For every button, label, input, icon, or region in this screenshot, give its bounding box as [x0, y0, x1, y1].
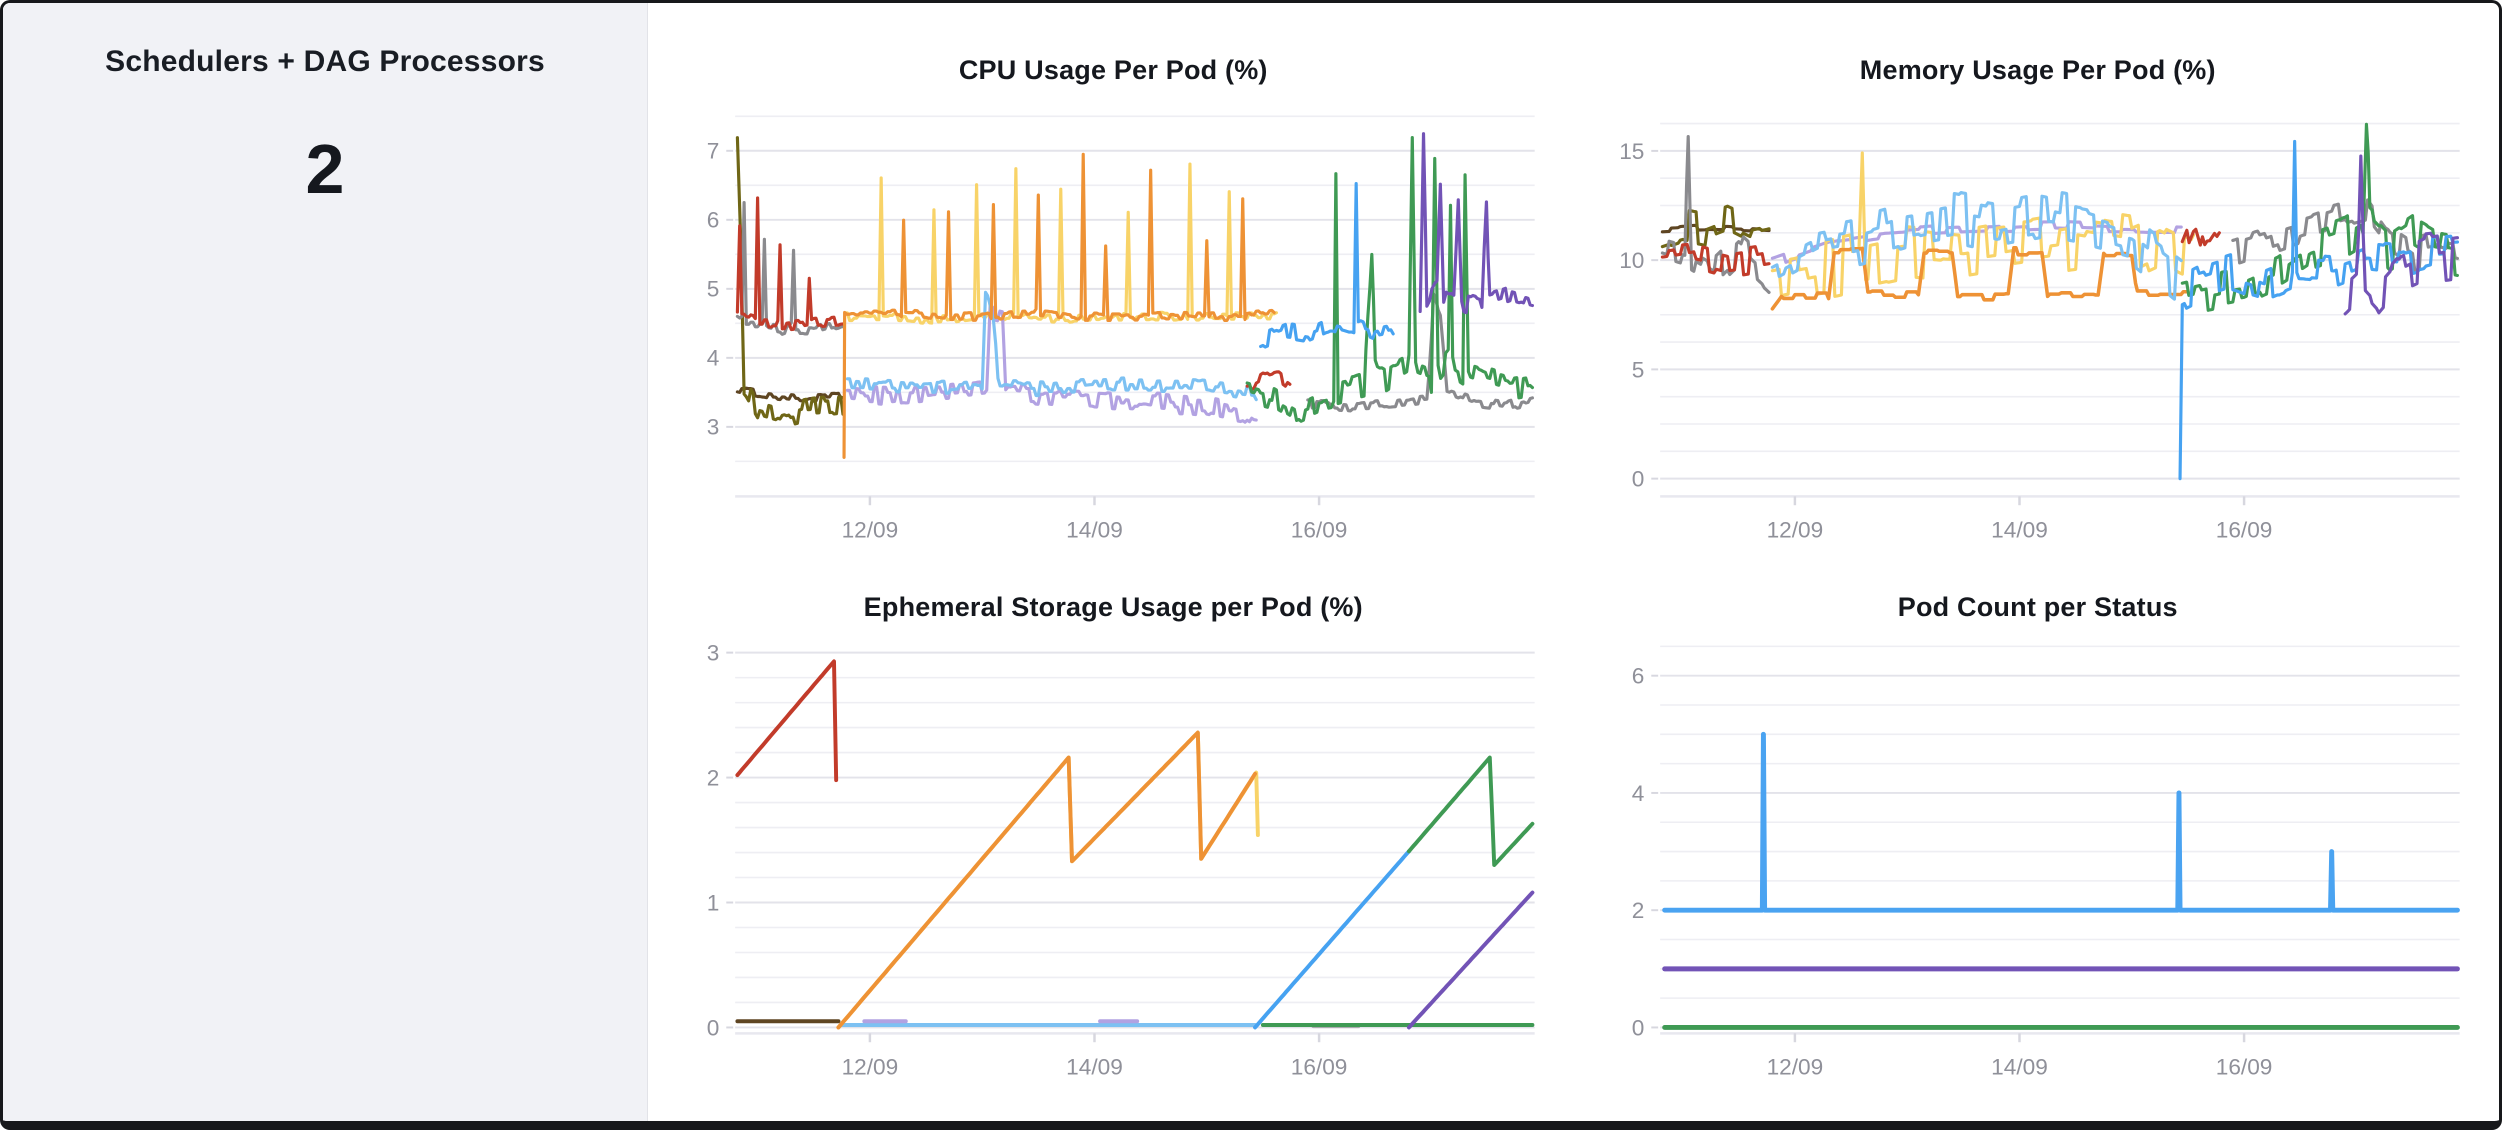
ephemeral-storage-chart[interactable]: 0 1 2 3 12/09 14/09 16/09: [680, 631, 1547, 1096]
chart-title: Memory Usage Per Pod (%): [1859, 55, 2216, 85]
svg-text:3: 3: [707, 641, 720, 666]
svg-text:2: 2: [707, 765, 720, 790]
svg-text:12/09: 12/09: [842, 518, 899, 543]
cpu-usage-chart[interactable]: 3 4 5 6 7 12/09 14/09 16/09: [680, 94, 1547, 559]
svg-text:7: 7: [707, 139, 720, 164]
chart-title: Pod Count per Status: [1897, 592, 2178, 622]
svg-text:10: 10: [1619, 248, 1644, 273]
svg-text:6: 6: [707, 208, 720, 233]
svg-text:16/09: 16/09: [2215, 518, 2272, 543]
chart-card-ephemeral-storage: Ephemeral Storage Usage per Pod (%) 0 1 2 3…: [680, 592, 1547, 1111]
svg-text:12/09: 12/09: [1766, 1055, 1823, 1080]
svg-text:5: 5: [1631, 357, 1644, 382]
svg-text:12/09: 12/09: [842, 1055, 899, 1080]
stat-panel: Schedulers + DAG Processors 2: [3, 3, 648, 1121]
stat-panel-title: Schedulers + DAG Processors: [105, 45, 545, 78]
svg-text:15: 15: [1619, 139, 1644, 164]
svg-text:14/09: 14/09: [1066, 518, 1123, 543]
charts-grid: CPU Usage Per Pod (%) 3 4 5 6 7 12/09 14/09 16/…: [648, 3, 2499, 1121]
chart-card-memory-usage: Memory Usage Per Pod (%) 0 5 10 15 12/09 14/0…: [1605, 55, 2472, 574]
svg-text:12/09: 12/09: [1766, 518, 1823, 543]
svg-text:16/09: 16/09: [1291, 1055, 1348, 1080]
svg-text:16/09: 16/09: [1291, 518, 1348, 543]
stat-panel-value: 2: [305, 130, 345, 208]
svg-text:0: 0: [1631, 1015, 1644, 1040]
svg-text:16/09: 16/09: [2215, 1055, 2272, 1080]
svg-text:3: 3: [707, 415, 720, 440]
svg-text:0: 0: [707, 1015, 720, 1040]
chart-title: CPU Usage Per Pod (%): [958, 55, 1268, 85]
chart-title: Ephemeral Storage Usage per Pod (%): [863, 592, 1363, 622]
pod-count-chart[interactable]: 0 2 4 6 12/09 14/09 16/09: [1605, 631, 2472, 1096]
svg-text:0: 0: [1631, 467, 1644, 492]
svg-text:14/09: 14/09: [1066, 1055, 1123, 1080]
memory-usage-chart[interactable]: 0 5 10 15 12/09 14/09 16/09: [1605, 94, 2472, 559]
chart-card-pod-count: Pod Count per Status 0 2 4 6 12/09 14/09 16/09: [1605, 592, 2472, 1111]
svg-text:1: 1: [707, 890, 720, 915]
svg-text:6: 6: [1631, 664, 1644, 689]
svg-text:14/09: 14/09: [1991, 1055, 2048, 1080]
svg-text:4: 4: [707, 346, 720, 371]
svg-text:2: 2: [1631, 898, 1644, 923]
svg-text:5: 5: [707, 277, 720, 302]
chart-card-cpu-usage: CPU Usage Per Pod (%) 3 4 5 6 7 12/09 14/09 16/…: [680, 55, 1547, 574]
svg-text:4: 4: [1631, 781, 1644, 806]
svg-text:14/09: 14/09: [1991, 518, 2048, 543]
